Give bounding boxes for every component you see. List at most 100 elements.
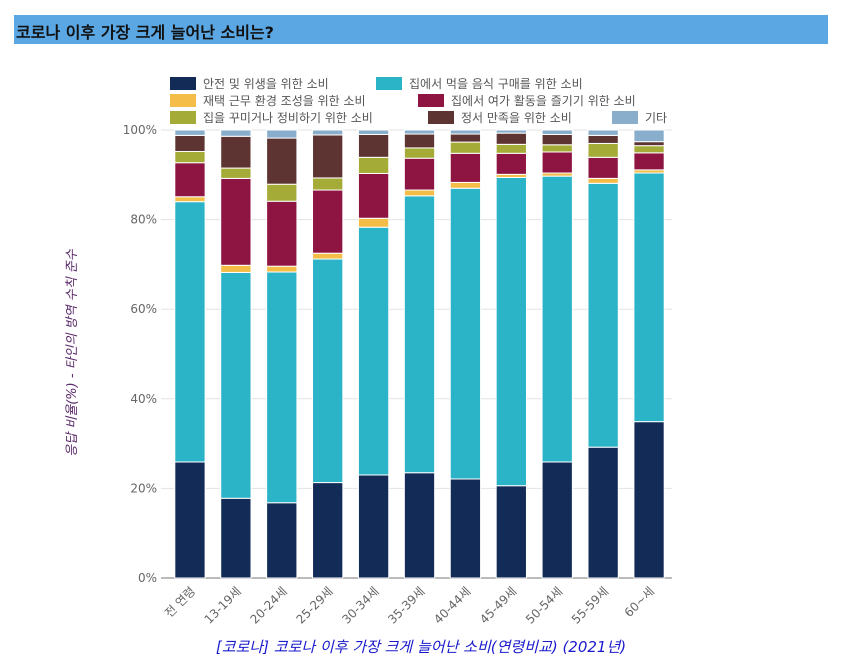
- bar-segment[interactable]: [403, 147, 436, 159]
- bar-segment[interactable]: [266, 129, 298, 139]
- x-axis-ticks: 전 연령 13-19세 20-24세 25-29세 30-34세 35-39세 40-44세…: [162, 584, 657, 626]
- bar-stack: [220, 129, 252, 579]
- legend-swatch: [170, 94, 196, 107]
- bar-segment[interactable]: [449, 129, 482, 135]
- bar-segment[interactable]: [312, 482, 344, 579]
- bar-segment[interactable]: [220, 167, 252, 179]
- bar-segment[interactable]: [174, 151, 206, 164]
- bar-segment[interactable]: [220, 264, 252, 273]
- bar-segment[interactable]: [587, 182, 619, 448]
- bar-segment[interactable]: [220, 271, 252, 499]
- bar-segment[interactable]: [449, 141, 482, 154]
- bar-segment[interactable]: [587, 142, 619, 158]
- bar-segment[interactable]: [541, 133, 573, 146]
- bar-segment[interactable]: [495, 143, 527, 154]
- bar-segment[interactable]: [174, 134, 206, 153]
- x-tick-label: 50-54세: [523, 584, 565, 626]
- legend-item[interactable]: 안전 및 위생을 위한 소비: [170, 77, 329, 91]
- bar-segment[interactable]: [174, 201, 206, 463]
- bar-segment[interactable]: [587, 129, 619, 136]
- bar-segment[interactable]: [633, 421, 665, 579]
- page-title: 코로나 이후 가장 크게 늘어난 소비는?: [16, 23, 274, 42]
- bar-segment[interactable]: [633, 152, 665, 171]
- bar-segment[interactable]: [633, 172, 665, 423]
- bar-segment[interactable]: [174, 129, 206, 136]
- bar-segment[interactable]: [266, 502, 298, 579]
- bar-segment[interactable]: [541, 175, 573, 463]
- bar-segment[interactable]: [449, 478, 482, 579]
- bar-segment[interactable]: [312, 129, 344, 136]
- bar-segment[interactable]: [403, 189, 436, 197]
- bar-segment[interactable]: [266, 200, 298, 267]
- x-tick-label: 30-34세: [339, 584, 381, 626]
- bar-segment[interactable]: [357, 172, 390, 219]
- bar-segment[interactable]: [541, 144, 573, 153]
- y-tick-label: 40%: [130, 392, 157, 406]
- y-axis-label: 응답 비율(%) - 타인의 방역 수칙 준수: [65, 248, 80, 457]
- bar-segment[interactable]: [266, 137, 298, 185]
- bar-segment[interactable]: [312, 258, 344, 484]
- bar-segment[interactable]: [587, 177, 619, 184]
- legend-label: 집에서 먹을 음식 구매를 위한 소비: [409, 77, 583, 91]
- bar-segment[interactable]: [449, 152, 482, 183]
- bar-segment[interactable]: [357, 156, 390, 174]
- bar-segment[interactable]: [541, 461, 573, 579]
- legend-label: 안전 및 위생을 위한 소비: [203, 77, 329, 91]
- bar-segment[interactable]: [357, 226, 390, 476]
- bar-segment[interactable]: [587, 156, 619, 179]
- bar-segment[interactable]: [312, 134, 344, 179]
- bar-segment[interactable]: [220, 129, 252, 137]
- bar-segment[interactable]: [495, 132, 527, 145]
- legend-swatch: [418, 94, 444, 107]
- bar-segment[interactable]: [220, 135, 252, 169]
- bar-segment[interactable]: [495, 485, 527, 579]
- bar-segment[interactable]: [403, 472, 436, 579]
- bar-segment[interactable]: [587, 446, 619, 579]
- bar-segment[interactable]: [403, 133, 436, 149]
- bar-segment[interactable]: [449, 133, 482, 143]
- legend-swatch: [170, 77, 196, 90]
- bar-segment[interactable]: [541, 151, 573, 174]
- bar-segment[interactable]: [266, 271, 298, 504]
- legend-item[interactable]: 집을 꾸미거나 정비하기 위한 소비: [170, 111, 373, 125]
- chart-caption: [코로나] 코로나 이후 가장 크게 늘어난 소비(연령비교) (2021년): [216, 638, 626, 656]
- legend-item[interactable]: 집에서 먹을 음식 구매를 위한 소비: [376, 77, 583, 91]
- bar-segment[interactable]: [266, 183, 298, 202]
- bar-segment[interactable]: [495, 176, 527, 487]
- bar-segment[interactable]: [403, 129, 436, 135]
- legend-item[interactable]: 재택 근무 환경 조성을 위한 소비: [170, 94, 366, 108]
- bar-segment[interactable]: [357, 217, 390, 228]
- legend-swatch: [612, 111, 638, 124]
- bar-segment[interactable]: [587, 134, 619, 144]
- bar-segment[interactable]: [220, 177, 252, 266]
- bar-segment[interactable]: [312, 252, 344, 260]
- bar-segment[interactable]: [357, 133, 390, 158]
- bar-segment[interactable]: [174, 196, 206, 203]
- bar-segment[interactable]: [633, 129, 665, 143]
- bar-segment[interactable]: [495, 152, 527, 175]
- bar-segment[interactable]: [220, 497, 252, 579]
- bar-segment[interactable]: [312, 177, 344, 191]
- bar-segment[interactable]: [633, 145, 665, 154]
- legend-item[interactable]: 정서 만족을 위한 소비: [428, 111, 572, 125]
- bar-segment[interactable]: [449, 181, 482, 189]
- bar-segment[interactable]: [357, 474, 390, 579]
- bar-stack: [495, 129, 527, 579]
- bar-segment[interactable]: [174, 461, 206, 579]
- bar-segment[interactable]: [357, 129, 390, 135]
- bar-segment[interactable]: [541, 129, 573, 135]
- bar-segment[interactable]: [449, 187, 482, 480]
- legend-label: 기타: [645, 111, 667, 125]
- bar-segment[interactable]: [266, 265, 298, 273]
- legend-item[interactable]: 기타: [612, 111, 667, 125]
- x-tick-label: 35-39세: [385, 584, 427, 626]
- bar-segment[interactable]: [403, 157, 436, 191]
- bar-stack: [403, 129, 436, 579]
- legend-item[interactable]: 집에서 여가 활동을 즐기기 위한 소비: [418, 94, 636, 108]
- bar-segment[interactable]: [312, 189, 344, 254]
- bar-segment[interactable]: [174, 162, 206, 198]
- bar-segment[interactable]: [633, 141, 665, 147]
- bar-segment[interactable]: [495, 129, 527, 134]
- bar-segment[interactable]: [403, 195, 436, 474]
